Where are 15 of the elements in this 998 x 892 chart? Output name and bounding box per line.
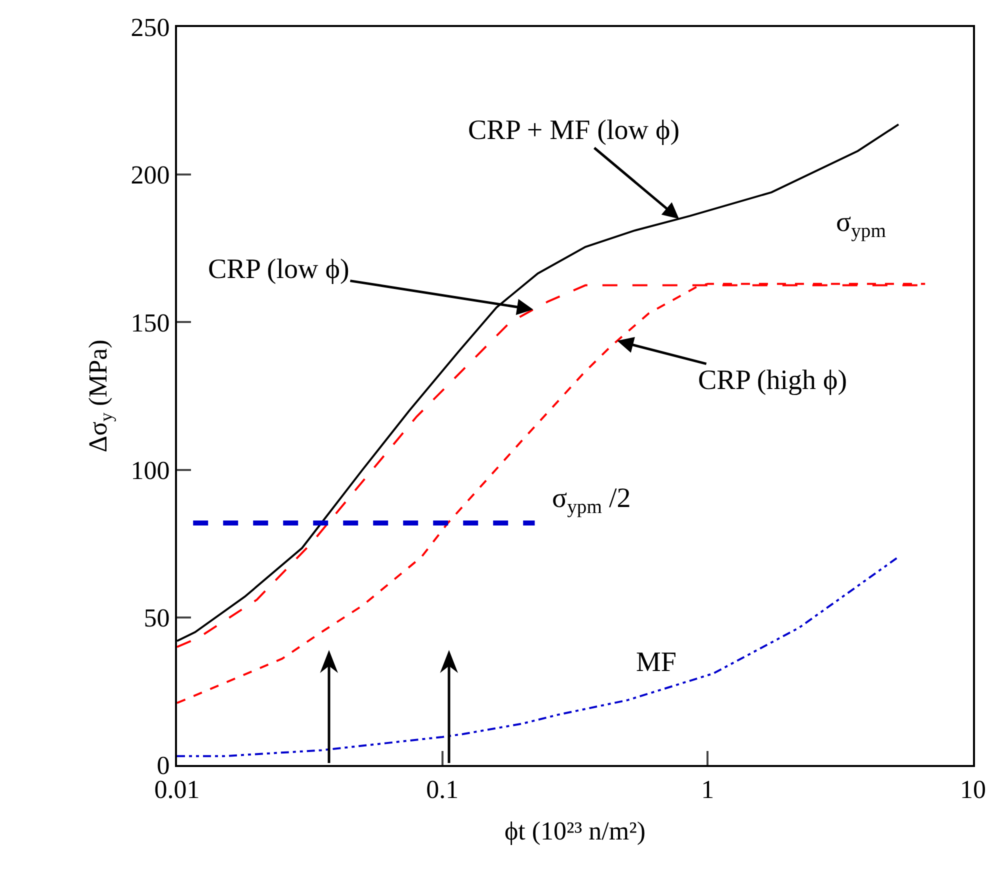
y-tick-label: 250 [130, 13, 170, 42]
annotation: σ$_{ypm}$ [836, 207, 886, 242]
x-tick-label: 0.1 [426, 775, 459, 804]
annotation: CRP (high ϕ) [698, 365, 848, 396]
x-axis-title: ϕt (10²³ n/m²) [504, 816, 646, 846]
annotation: σ$_{ypm}$ /2 [552, 483, 631, 518]
x-tick-label: 1 [701, 775, 714, 804]
y-tick-label: 200 [130, 160, 170, 190]
annotation: CRP + MF (low ϕ) [468, 115, 680, 146]
annotation: MF [636, 647, 676, 678]
y-tick-label: 50 [144, 604, 170, 632]
x-tick-label: 10 [960, 775, 986, 804]
y-tick-label: 100 [130, 456, 170, 485]
y-tick-label: 150 [130, 308, 170, 338]
annotation: CRP (low ϕ) [208, 254, 350, 285]
